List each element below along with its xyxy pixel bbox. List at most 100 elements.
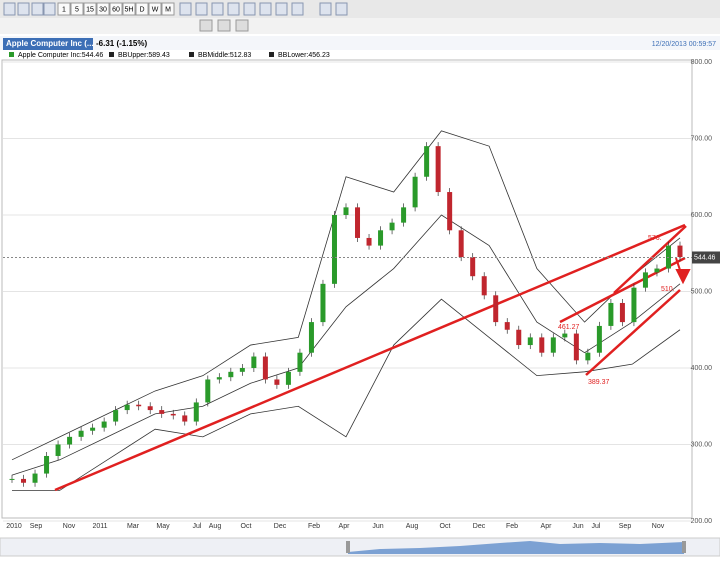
toolbar-button-label[interactable]: 1 [62,6,66,13]
legend-swatch [189,52,194,57]
candle [285,371,291,385]
tab-title: Apple Computer Inc (... [6,39,94,48]
x-tick-label: 2010 [6,523,22,530]
legend-entry: Apple Computer Inc:544.46 [18,52,103,59]
tool-icon[interactable] [243,2,256,16]
tab[interactable] [3,38,93,50]
x-tick-label: Jun [572,523,583,530]
toolbar-button-label[interactable]: 15 [86,6,94,13]
candle [9,478,15,480]
candle [55,444,61,456]
scroll-handle[interactable] [682,541,686,553]
trend-line [559,256,686,324]
bollinger-band [11,130,681,461]
candle [608,302,614,326]
x-tick-label: Sep [30,523,43,530]
candle [228,371,234,378]
candle [596,325,602,353]
y-tick-label: 200.00 [691,518,713,525]
annotation: 576. [648,235,662,242]
legend-entry: BBMiddle:512.83 [198,52,251,59]
x-tick-label: Jul [193,523,202,530]
candle [642,272,648,288]
bollinger-band [11,214,681,476]
arrow [675,257,691,285]
toolbar-button-label[interactable]: M [165,6,171,13]
candle [447,192,453,231]
scroll-preview [348,541,684,554]
candle [412,176,418,208]
candle [481,276,487,296]
change: -6.31 (-1.15%) [96,39,147,48]
annotation: 510. [661,286,675,293]
tool-icon[interactable] [211,2,224,16]
tool-icon[interactable] [43,2,56,16]
toolbar-button[interactable] [148,2,162,16]
candle [550,337,556,353]
last-price-label: 544.46 [694,254,716,261]
annotation: 389.37 [588,379,610,386]
toolbar-button[interactable] [57,2,71,16]
candle [44,455,50,474]
tool-icon[interactable] [291,2,304,16]
tool-icon[interactable] [17,2,30,16]
candle [458,230,464,258]
x-tick-label: Jun [372,523,383,530]
x-tick-label: Apr [541,523,553,530]
candle [159,410,165,414]
toolbar-button-label[interactable]: 60 [112,6,120,13]
tool-icon[interactable] [227,2,240,16]
tool-icon[interactable] [195,2,208,16]
toolbar-button[interactable] [109,2,123,16]
y-tick-label: 500.00 [691,288,713,295]
button[interactable] [199,19,213,32]
candle [262,356,268,380]
toolbar-button[interactable] [122,2,136,16]
x-tick-label: Oct [440,523,451,530]
tool-icon[interactable] [275,2,288,16]
toolbar-button[interactable] [83,2,97,16]
candle [401,207,407,223]
candle [320,283,326,323]
candle [147,406,153,411]
candle [585,352,591,361]
candle [619,302,625,323]
button[interactable] [235,19,249,32]
toolbar-button-label[interactable]: 30 [99,6,107,13]
candle [101,421,107,428]
tool-icon[interactable] [3,2,16,16]
bollinger-band [12,298,681,491]
tool-icon[interactable] [335,2,348,16]
tool-icon[interactable] [179,2,192,16]
legend-swatch [9,52,14,57]
candle [124,404,130,411]
toolbar-button[interactable] [161,2,175,16]
x-tick-label: 2011 [92,523,107,530]
x-tick-label: Dec [274,523,287,530]
x-tick-label: May [156,523,170,530]
toolbar-button-label[interactable]: 5H [125,6,134,13]
scroll-handle[interactable] [346,541,350,553]
candle [90,427,96,431]
candle [182,415,188,422]
button[interactable] [217,19,231,32]
x-tick-label: Nov [652,523,665,530]
candle [504,322,510,330]
candle [527,337,533,346]
trend-line [613,225,687,294]
toolbar-button[interactable] [96,2,110,16]
legend-swatch [109,52,114,57]
toolbar-button-label[interactable]: W [152,6,159,13]
tool-icon[interactable] [319,2,332,16]
toolbar-button-label[interactable]: D [139,6,144,13]
y-tick-label: 400.00 [691,365,713,372]
toolbar-button-label[interactable]: 5 [75,6,79,13]
tool-icon[interactable] [31,2,44,16]
candle [78,430,84,437]
toolbar-button[interactable] [70,2,84,16]
toolbar-button[interactable] [135,2,149,16]
tool-icon[interactable] [259,2,272,16]
candle [562,333,568,338]
x-tick-label: Aug [209,523,222,530]
